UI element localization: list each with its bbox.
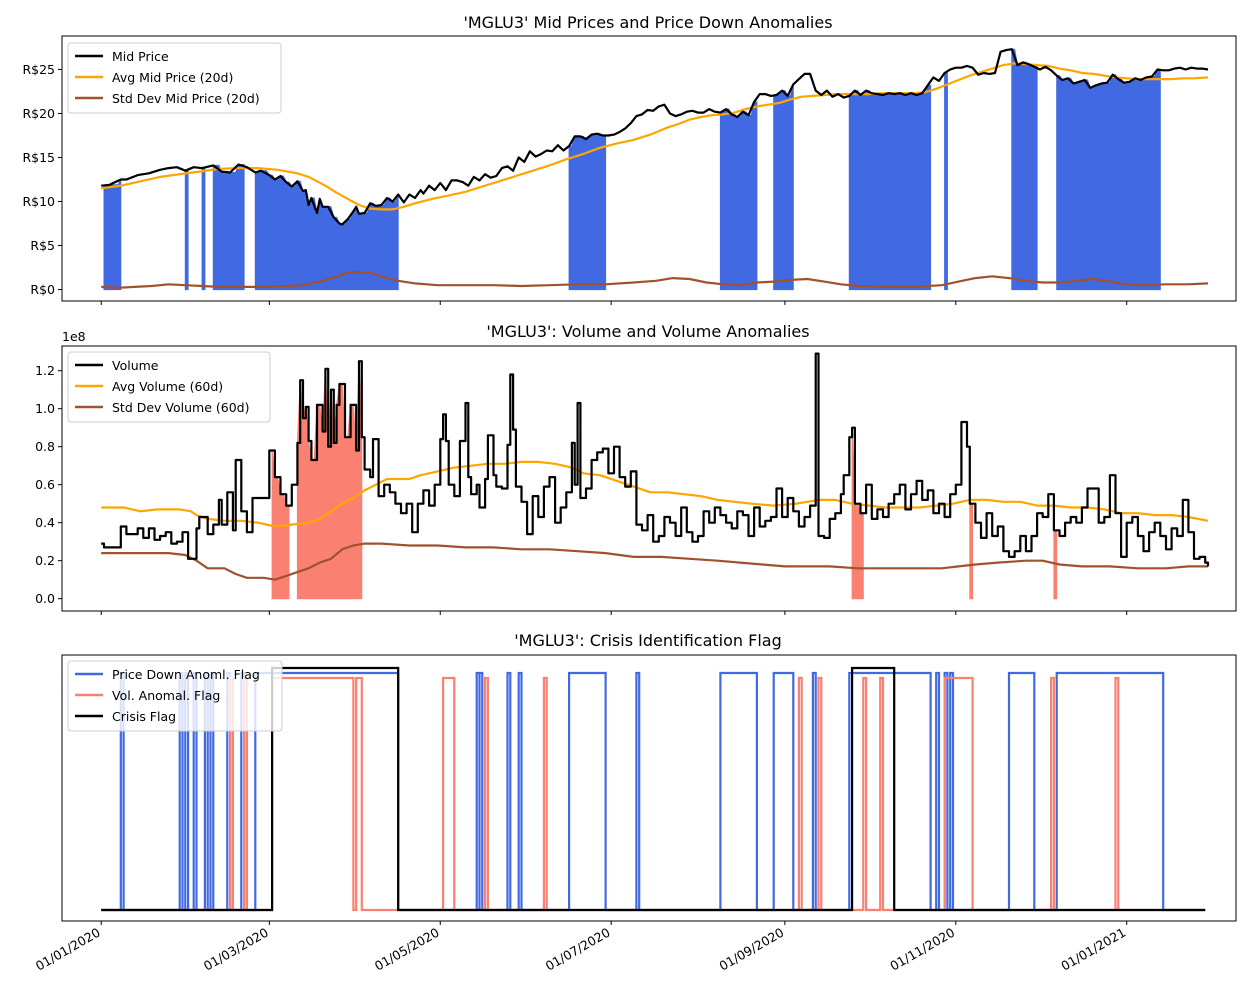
crisis-axes-frame (61, 654, 1237, 922)
anomaly-fill-3 (212, 164, 245, 291)
y-tick-label-5: 1.0 (35, 401, 55, 416)
anomaly-fill-1 (184, 170, 189, 291)
volume-panel: 'MGLU3': Volume and Volume Anomalies 1e8… (35, 322, 1237, 615)
y-tick-label-4: 0.8 (35, 439, 55, 454)
legend-label-volume: Volume (112, 358, 159, 373)
price-axes-frame (61, 35, 1237, 302)
anomaly-fill-0 (103, 179, 122, 291)
series-line-std-dev-mid-price-20d (101, 270, 1209, 289)
price-chart-title: 'MGLU3' Mid Prices and Price Down Anomal… (463, 13, 832, 32)
volume-anomaly-fills (271, 361, 1058, 600)
flag-lines (101, 666, 1206, 912)
y-tick-label-0: 0.0 (35, 591, 55, 606)
y-tick-label-6: 1.2 (35, 363, 55, 378)
price-legend: Mid Price Avg Mid Price (20d) Std Dev Mi… (67, 42, 282, 114)
anomaly-fill-11 (1056, 69, 1161, 291)
legend-label-crisis-flag: Crisis Flag (112, 709, 176, 724)
crisis-chart-title: 'MGLU3': Crisis Identification Flag (514, 631, 781, 650)
volume-x-ticks (100, 611, 1128, 615)
volume-offset-text: 1e8 (62, 329, 86, 344)
legend-label-price-flag: Price Down Anoml. Flag (112, 667, 260, 682)
y-tick-label-1: 0.2 (35, 553, 55, 568)
y-tick-label-4: R$20 (22, 106, 55, 121)
y-tick-label-0: R$0 (30, 282, 55, 297)
crisis-legend: Price Down Anoml. Flag Vol. Anomal. Flag… (67, 660, 283, 732)
anomaly-fill-9 (944, 72, 948, 291)
anomaly-fill-7 (773, 84, 794, 291)
anomaly-fill-6 (719, 101, 758, 291)
legend-label-std-mid-price: Std Dev Mid Price (20d) (112, 91, 260, 106)
price-lines (101, 48, 1209, 289)
volume-y-axis: 0.0 0.2 0.4 0.6 0.8 1.0 1.2 (35, 363, 62, 606)
volume-axes-frame (61, 345, 1237, 612)
anomaly-fill-10 (1011, 48, 1038, 291)
legend-label-std-volume: Std Dev Volume (60d) (112, 400, 250, 415)
y-tick-label-2: R$10 (22, 194, 55, 209)
series-line-avg-volume-60d (101, 460, 1209, 528)
series-line-std-dev-volume-60d (101, 542, 1208, 581)
series-line-avg-mid-price-20d (101, 62, 1209, 211)
y-tick-label-1: R$5 (30, 238, 55, 253)
y-tick-label-2: 0.4 (35, 515, 55, 530)
series-line-volume (101, 352, 1210, 567)
price-x-ticks (100, 301, 1128, 305)
legend-label-avg-volume: Avg Volume (60d) (112, 379, 223, 394)
y-tick-label-5: R$25 (22, 62, 55, 77)
anomaly-fill-3 (969, 503, 974, 600)
price-y-axis: R$0 R$5 R$10 R$15 R$20 R$25 (22, 62, 62, 297)
y-tick-label-3: R$15 (22, 150, 55, 165)
volume-legend: Volume Avg Volume (60d) Std Dev Volume (… (67, 351, 271, 423)
y-tick-label-3: 0.6 (35, 477, 55, 492)
price-panel: 'MGLU3' Mid Prices and Price Down Anomal… (22, 13, 1237, 305)
anomaly-fill-2 (201, 167, 206, 291)
flag-line-crisis-flag (101, 666, 1206, 912)
anomaly-fill-2 (851, 427, 864, 600)
series-line-mid-price (101, 48, 1209, 226)
volume-chart-title: 'MGLU3': Volume and Volume Anomalies (486, 322, 809, 341)
legend-label-avg-mid-price: Avg Mid Price (20d) (112, 70, 233, 85)
volume-lines (101, 352, 1210, 581)
anomaly-fill-8 (848, 84, 932, 291)
legend-label-mid-price: Mid Price (112, 49, 169, 64)
legend-label-volume-flag: Vol. Anomal. Flag (112, 688, 220, 703)
